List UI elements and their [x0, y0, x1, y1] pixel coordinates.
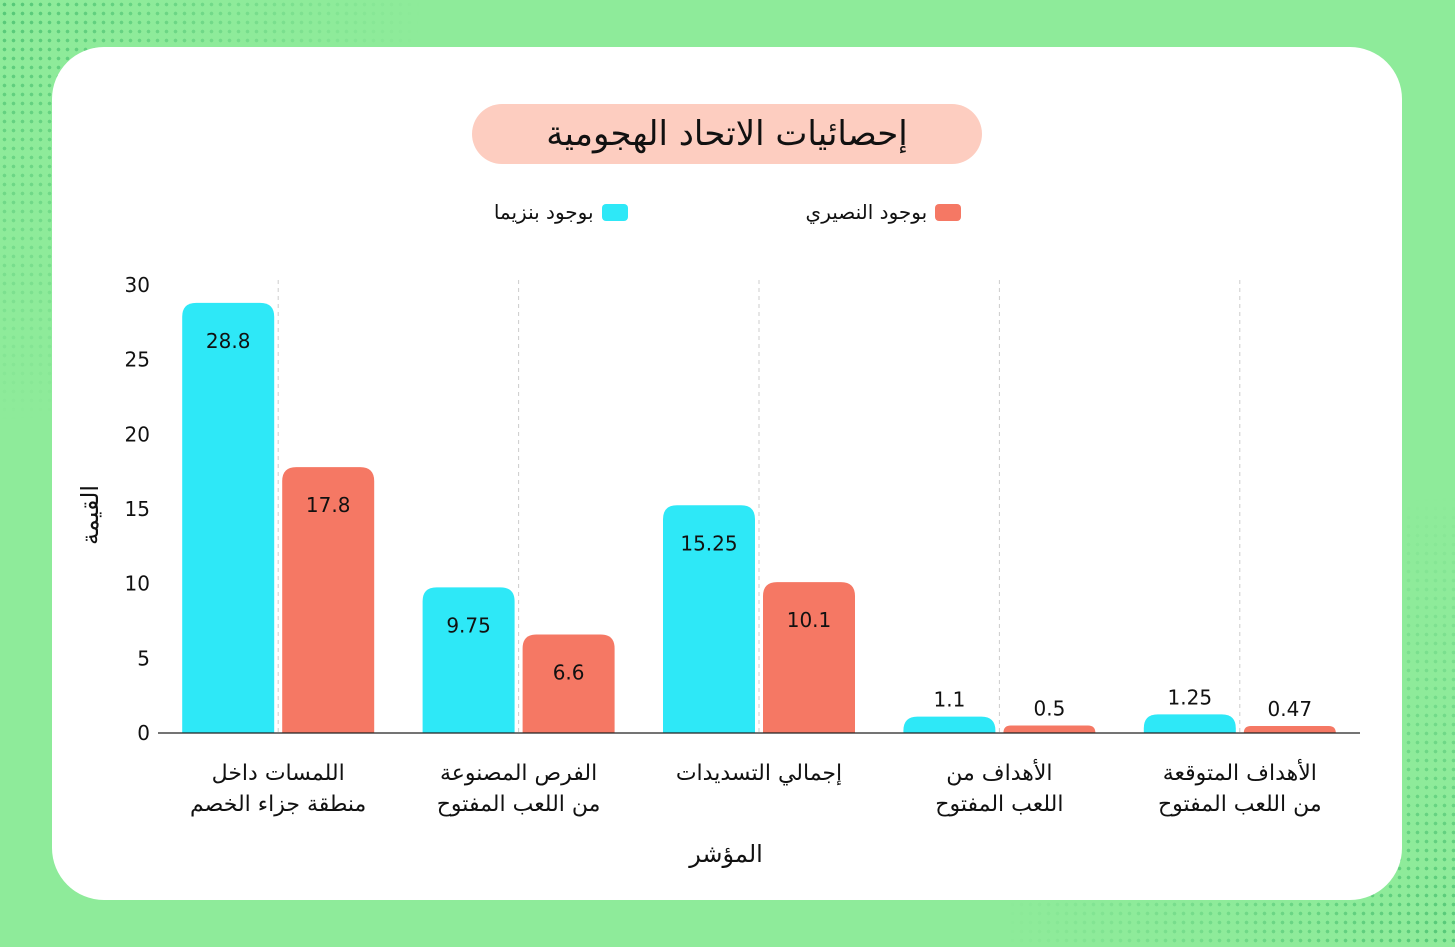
data-label: 15.25: [680, 531, 737, 555]
y-tick-label: 15: [125, 497, 150, 521]
bar-benzema: [1143, 714, 1236, 733]
x-tick-label: الأهداف من: [946, 759, 1052, 786]
y-tick-label: 0: [137, 721, 150, 745]
y-tick-label: 30: [125, 273, 150, 297]
bar-benzema: [182, 302, 275, 733]
bar-benzema: [422, 587, 515, 733]
legend-label: بوجود بنزيما: [493, 200, 594, 224]
data-label: 1.25: [1168, 685, 1213, 709]
data-label: 17.8: [306, 493, 351, 517]
y-tick-label: 5: [137, 646, 150, 670]
bar-nesyri: [763, 582, 855, 733]
x-tick-label: اللمسات داخل: [212, 761, 345, 786]
chart-card: [52, 47, 1402, 900]
data-label: 6.6: [553, 660, 585, 684]
legend-swatch: [935, 203, 962, 221]
x-tick-label: اللعب المفتوح: [935, 792, 1063, 817]
bar-nesyri: [522, 634, 615, 733]
y-tick-label: 10: [125, 572, 150, 596]
data-label: 1.1: [933, 688, 965, 712]
y-tick-label: 25: [125, 348, 150, 372]
bar-nesyri: [1243, 725, 1336, 733]
chart-title: إحصائيات الاتحاد الهجومية: [472, 104, 982, 164]
legend-label: بوجود النصيري: [805, 200, 928, 224]
x-tick-label: الفرص المصنوعة: [440, 761, 597, 786]
legend-item-benzema: بوجود بنزيما: [494, 200, 628, 224]
x-tick-label: من اللعب المفتوح: [1158, 792, 1322, 817]
legend: بوجود النصيري بوجود بنزيما: [0, 200, 1455, 224]
data-label: 0.5: [1033, 697, 1065, 721]
bar-benzema: [903, 716, 996, 733]
x-tick-label: منطقة جزاء الخصم: [190, 792, 366, 817]
x-tick-label: إجمالي التسديدات: [676, 761, 842, 786]
data-label: 9.75: [446, 613, 491, 637]
x-tick-label: من اللعب المفتوح: [437, 792, 601, 817]
y-tick-label: 20: [125, 422, 150, 446]
bar-nesyri: [1003, 725, 1096, 733]
data-label: 0.47: [1268, 697, 1313, 721]
bar-benzema: [663, 505, 755, 733]
x-tick-label: الأهداف المتوقعة: [1163, 759, 1317, 786]
x-axis-title: المؤشر: [688, 840, 763, 868]
y-axis-title: القيمة: [76, 485, 104, 545]
data-label: 28.8: [206, 329, 251, 353]
legend-swatch: [601, 203, 628, 221]
bar-nesyri: [282, 467, 375, 733]
data-label: 10.1: [787, 608, 832, 632]
legend-item-nesyri: بوجود النصيري: [642, 200, 962, 224]
